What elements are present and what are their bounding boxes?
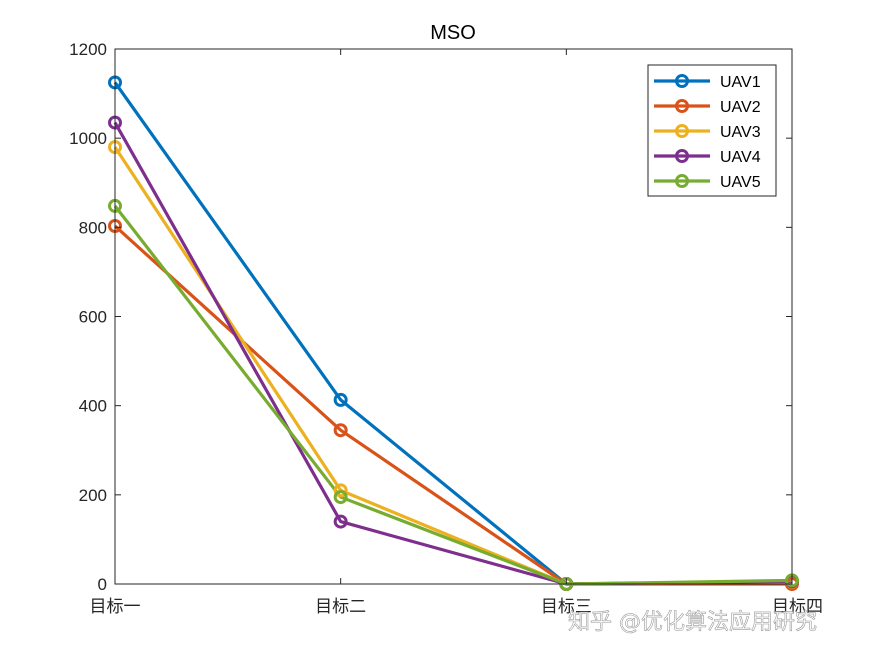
chart-title: MSO bbox=[430, 22, 476, 44]
x-tick-label: 目标三 bbox=[541, 597, 592, 616]
x-tick-label: 目标一 bbox=[90, 597, 141, 616]
legend-label: UAV4 bbox=[720, 149, 761, 166]
x-tick-label: 目标二 bbox=[315, 597, 366, 616]
legend-label: UAV1 bbox=[720, 74, 761, 91]
series-layer bbox=[108, 75, 799, 591]
y-tick-label: 400 bbox=[79, 397, 107, 416]
legend-swatch-marker bbox=[675, 99, 689, 113]
x-tick-label: 目标四 bbox=[772, 597, 823, 616]
legend-swatch-marker bbox=[675, 74, 689, 88]
legend-swatch-marker bbox=[675, 174, 689, 188]
legend-label: UAV2 bbox=[720, 99, 761, 116]
y-tick-label: 1000 bbox=[69, 129, 107, 148]
data-point-uav2 bbox=[333, 423, 348, 438]
y-tick-label: 200 bbox=[79, 486, 107, 505]
legend: UAV1 UAV2 UAV3 UAV4 UAV5 bbox=[647, 64, 777, 197]
series-line-uav5 bbox=[113, 204, 793, 586]
y-tick-label: 800 bbox=[79, 218, 107, 237]
y-tick-label: 1200 bbox=[69, 40, 107, 59]
watermark-text: 知乎 @优化算法应用研究 bbox=[568, 610, 817, 635]
legend-label: UAV3 bbox=[720, 124, 761, 141]
legend-label: UAV5 bbox=[720, 174, 761, 191]
legend-swatch-marker bbox=[675, 149, 689, 163]
legend-swatch-marker bbox=[675, 124, 689, 138]
data-point-uav5 bbox=[333, 490, 348, 505]
ticks-layer: 0 200 400 600 800 1000 1200 目标一 目标二 目标三 目标四 bbox=[69, 40, 823, 616]
data-point-uav4 bbox=[333, 514, 348, 529]
y-tick-label: 0 bbox=[98, 575, 107, 594]
data-point-uav1 bbox=[333, 392, 348, 407]
y-tick-label: 600 bbox=[79, 308, 107, 327]
data-point-uav3 bbox=[333, 483, 348, 498]
